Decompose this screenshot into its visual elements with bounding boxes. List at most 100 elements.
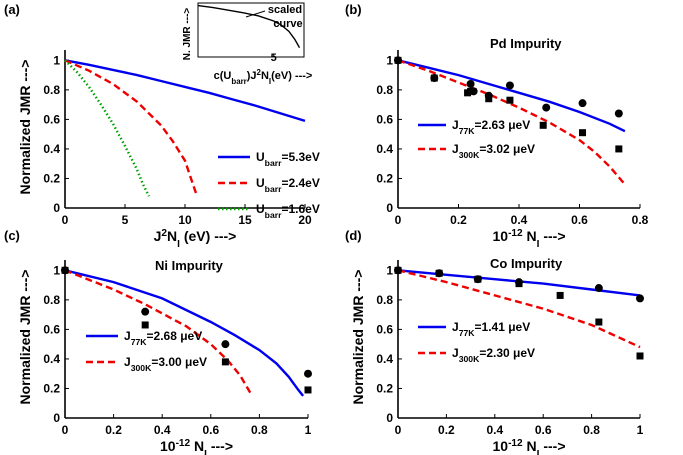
legend-label: Ubarr=1.6eV [256,202,320,220]
data-point-circle [578,99,587,108]
x-tick-label: 0.2 [438,423,455,437]
y-tick-label: 0.8 [376,293,393,307]
y-tick-label: 0.2 [43,381,60,395]
y-tick-label: 1 [53,53,60,67]
x-tick-label: 0 [62,213,69,227]
inset-annotation: curve [273,18,302,30]
y-tick-label: 0.2 [376,171,393,185]
data-point-square [474,275,482,283]
y-tick-label: 1 [386,53,393,67]
series-line-2 [397,269,641,349]
y-tick-label: 0 [53,411,60,425]
y-tick-label: 0.2 [376,381,393,395]
legend-label: J77K=2.63 μeV [452,118,530,136]
panel-c: (c) 0 0.2 0.4 0.6 0.8 1 0 0.2 0.4 0.6 0.8 1 10-12 NI … [4,228,312,455]
series-line-2 [397,59,626,186]
legend-label: Ubarr=2.4eV [256,176,320,194]
x-tick-label: 5 [122,213,129,227]
series-line-2 [64,269,254,397]
x-tick-label: 0.2 [450,213,467,227]
panel-label: (a) [4,2,20,17]
chart-title: Ni Impurity [155,258,224,273]
legend-label: J300K=3.02 μeV [452,142,535,160]
x-tick-label: 10 [178,213,192,227]
data-point-circle [466,79,475,88]
data-point-circle [636,294,644,303]
y-axis-label: Normalized JMR ---> [17,60,33,195]
x-axis-label: J2NI (eV) ---> [154,228,237,250]
legend-label: J300K=2.30 μeV [452,346,535,364]
panel-label: (d) [345,228,362,243]
x-tick-label: 0.4 [154,423,171,437]
x-tick-label: 0.4 [511,213,528,227]
data-point-circle [221,340,230,349]
x-tick-label: 15 [238,213,252,227]
data-point-square [61,266,69,274]
x-tick-label: 0.6 [571,213,588,227]
inset-x-axis-label: c(Ubarr)J2NI(eV) ---> [214,68,313,86]
y-tick-label: 0.6 [376,322,393,336]
x-tick-label: 0.2 [105,423,122,437]
x-axis-label: 10-12 NI ---> [492,228,565,250]
y-tick-label: 0.8 [43,83,60,97]
data-point-circle [542,103,551,112]
data-point-square [579,129,587,137]
data-point-square [506,96,514,104]
panel-a: (a) 0 5 10 15 20 0 0.2 0.4 0.6 0.8 1 J2NI (eV) ---> N… [4,2,320,250]
data-point-circle [594,284,603,293]
series-line-1 [64,59,306,123]
y-axis-label: Normalized JMR ---> [350,270,366,405]
x-tick-label: 0.8 [632,213,649,227]
y-tick-label: 0.6 [376,112,393,126]
inset-x-tick-label: 5 [271,52,277,64]
y-tick-label: 0.6 [43,322,60,336]
x-tick-label: 1 [305,423,312,437]
panel-b: (b) 0 0.2 0.4 0.6 0.8 0 0.2 0.4 0.6 0.8 1 10-12 NI -… [345,2,649,250]
x-tick-label: 0.8 [583,423,600,437]
data-point-square [467,87,475,95]
legend-label: Ubarr=5.3eV [256,150,320,168]
inset-annotation-arrow [245,10,266,18]
data-point-square [636,352,644,360]
y-axis-label: Normalized JMR ---> [17,270,33,405]
x-tick-label: 20 [298,213,312,227]
x-tick-label: 0.6 [535,423,552,437]
x-tick-label: 0 [395,213,402,227]
panel-d: (d) 0 0.2 0.4 0.6 0.8 1 0 0.2 0.4 0.6 0.8 1 10-12 NI … [345,228,644,455]
x-tick-label: 0.8 [251,423,268,437]
x-tick-label: 1 [637,423,644,437]
data-point-square [430,74,438,82]
data-point-square [595,318,603,326]
panel-label: (b) [345,2,362,17]
chart-title: Pd Impurity [490,36,562,51]
x-axis-label: 10-12 NI ---> [492,438,565,455]
x-axis-label: 10-12 NI ---> [160,438,233,455]
panel-label: (c) [4,228,20,243]
chart-title: Co Impurity [490,256,563,271]
legend-label: J77K=1.41 μeV [452,320,530,338]
data-point-square [394,266,402,274]
data-point-square [141,321,149,329]
y-tick-label: 0.4 [376,352,393,366]
y-tick-label: 0.6 [43,112,60,126]
x-tick-label: 0.4 [486,423,503,437]
data-point-square [615,145,623,153]
legend-label: J77K=2.68 μeV [124,329,202,347]
y-tick-label: 1 [53,263,60,277]
inset-annotation: scaled [268,4,302,16]
data-point-square [539,121,547,129]
series-line-1 [64,269,305,397]
y-tick-label: 0.2 [43,171,60,185]
y-tick-label: 0.8 [43,293,60,307]
series-line-1 [397,59,626,133]
x-tick-label: 0 [395,423,402,437]
data-point-square [221,358,229,366]
x-tick-label: 0 [62,423,69,437]
series-line-2 [64,59,199,197]
data-point-circle [505,81,514,90]
inset-curve [197,4,301,49]
data-point-circle [141,307,150,316]
inset: 5 scaled curve c(Ubarr)J2NI(eV) ---> N. JMR … [182,2,313,86]
data-point-square [435,269,443,277]
